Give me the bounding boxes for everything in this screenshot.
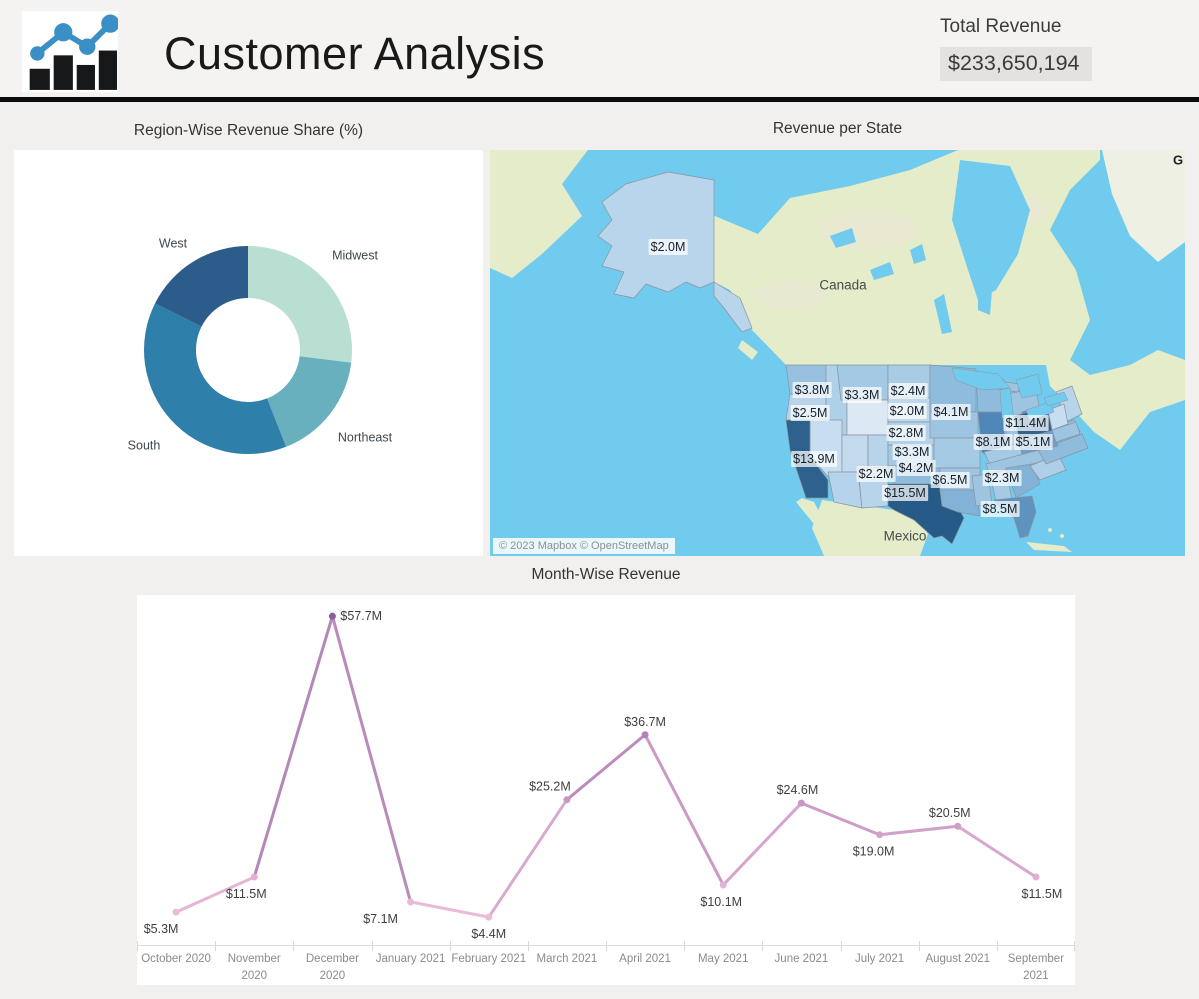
line-chart-card: $5.3M $11.5M $57.7M $7.1M $4.4M $25.2M $36.7M $…: [137, 595, 1075, 985]
great-lakes: [951, 367, 1069, 421]
line-point-6[interactable]: [563, 796, 571, 804]
state-alaska-panhandle[interactable]: [713, 281, 753, 333]
state-colorado[interactable]: [867, 434, 889, 469]
greenland-partial-label: G: [1172, 152, 1184, 168]
line-point-9[interactable]: [797, 799, 805, 807]
line-point-4[interactable]: [407, 898, 415, 906]
state-north-dakota[interactable]: [887, 364, 931, 399]
pie-slice-south[interactable]: [144, 303, 287, 455]
month-axis-label-2: November 2020: [227, 953, 281, 982]
axis-tick: [527, 941, 529, 951]
line-value-label: $20.5M: [929, 806, 971, 820]
state-oklahoma[interactable]: [887, 465, 941, 485]
axis-tick: [762, 941, 764, 951]
total-revenue-value: $233,650,194: [940, 47, 1092, 81]
axis-tick: [684, 941, 686, 951]
analytics-logo-icon: [29, 14, 120, 90]
axis-tick: [449, 941, 451, 951]
month-revenue-line-chart: $5.3M $11.5M $57.7M $7.1M $4.4M $25.2M $36.7M $…: [144, 609, 1063, 941]
line-value-label: $25.2M: [529, 780, 571, 794]
month-axis-label-3: December 2020: [305, 953, 359, 982]
landmasses: [490, 150, 1185, 556]
line-chart-title: Month-Wise Revenue: [531, 566, 681, 583]
line-value-label: $57.7M: [340, 609, 382, 623]
month-axis-label-1: October 2020: [141, 953, 211, 965]
axis-tick: [606, 941, 607, 951]
state-nebraska[interactable]: [887, 421, 935, 446]
header: Customer Analysis Total Revenue $233,650…: [0, 0, 1199, 97]
line-point-12[interactable]: [1032, 873, 1040, 881]
line-point-10[interactable]: [876, 831, 884, 839]
axis-tick: [215, 941, 217, 951]
line-point-8[interactable]: [719, 881, 727, 889]
us-choropleth-map[interactable]: [490, 150, 1185, 556]
total-revenue-block: Total Revenue $233,650,194: [940, 16, 1140, 81]
pie-chart-title: Region-Wise Revenue Share (%): [133, 122, 364, 139]
state-south-dakota[interactable]: [887, 397, 931, 423]
header-divider: [0, 97, 1199, 102]
state-north-carolina[interactable]: [1037, 433, 1089, 465]
month-axis-label-4: January 2021: [375, 953, 446, 965]
axis-tick: [293, 941, 295, 951]
line-value-label: $11.5M: [1022, 887, 1063, 901]
pie-slice-northeast[interactable]: [267, 356, 352, 447]
line-point-3[interactable]: [328, 612, 336, 620]
line-point-2[interactable]: [250, 873, 258, 881]
state-alaska[interactable]: [597, 171, 715, 299]
state-massachusetts-connecticut[interactable]: [1051, 421, 1081, 443]
month-axis: October 2020 November 2020 December 2020 Ja…: [137, 941, 1075, 986]
line-value-label: $5.3M: [144, 922, 179, 936]
state-kansas[interactable]: [887, 444, 935, 467]
month-axis-label-12: September 2021: [1007, 953, 1065, 982]
line-point-1[interactable]: [172, 908, 180, 916]
map-attribution[interactable]: © 2023 Mapbox © OpenStreetMap: [493, 538, 675, 554]
canada-lakes: [830, 160, 1030, 334]
state-utah[interactable]: [841, 434, 869, 473]
line-point-7[interactable]: [641, 731, 649, 739]
canada-label: Canada: [819, 277, 867, 293]
total-revenue-label: Total Revenue: [940, 16, 1062, 37]
mexico-label: Mexico: [883, 528, 927, 544]
axis-tick: [371, 941, 373, 951]
state-iowa[interactable]: [929, 411, 979, 439]
month-axis-label-6: March 2021: [536, 953, 598, 965]
axis-tick: [918, 941, 920, 951]
state-washington[interactable]: [785, 364, 827, 395]
analytics-logo: [22, 11, 120, 92]
month-axis-label-10: July 2021: [854, 953, 905, 965]
line-value-label: $7.1M: [363, 912, 398, 926]
page-title: Customer Analysis: [164, 28, 546, 79]
month-axis-label-9: June 2021: [774, 953, 829, 965]
pie-slice-west[interactable]: [155, 246, 248, 327]
state-louisiana[interactable]: [939, 489, 981, 517]
state-montana[interactable]: [836, 364, 889, 401]
line-value-label: $11.5M: [226, 887, 267, 901]
state-oregon[interactable]: [785, 393, 827, 421]
line-value-label: $36.7M: [624, 715, 666, 729]
month-axis-label-7: April 2021: [619, 953, 671, 965]
state-wyoming[interactable]: [846, 399, 889, 436]
pie-slice-midwest[interactable]: [248, 246, 353, 363]
region-donut-chart: [144, 246, 353, 455]
state-missouri[interactable]: [933, 437, 981, 469]
month-axis-label-5: February 2021: [451, 953, 527, 965]
map-title: Revenue per State: [772, 120, 903, 137]
line-value-label: $19.0M: [853, 845, 895, 859]
state-new-mexico[interactable]: [857, 467, 889, 509]
month-axis-label-8: May 2021: [697, 953, 749, 965]
line-value-label: $24.6M: [777, 783, 819, 797]
line-point-11[interactable]: [954, 822, 962, 830]
line-value-label: $4.4M: [471, 927, 506, 941]
axis-tick: [840, 941, 842, 951]
line-point-5[interactable]: [485, 913, 493, 921]
line-value-label: $10.1M: [700, 895, 742, 909]
axis-tick: [137, 941, 138, 951]
axis-tick: [996, 941, 998, 951]
axis-tick: [1074, 941, 1075, 951]
pie-chart-card: Midwest26.93%Northeast17.10%South38.37%W…: [14, 150, 483, 556]
month-axis-label-11: August 2021: [925, 953, 991, 965]
map-card: $2.0M $3.8M $2.5M $3.3M $2.4M $2.0M $4.1M $2.8M…: [490, 150, 1185, 556]
